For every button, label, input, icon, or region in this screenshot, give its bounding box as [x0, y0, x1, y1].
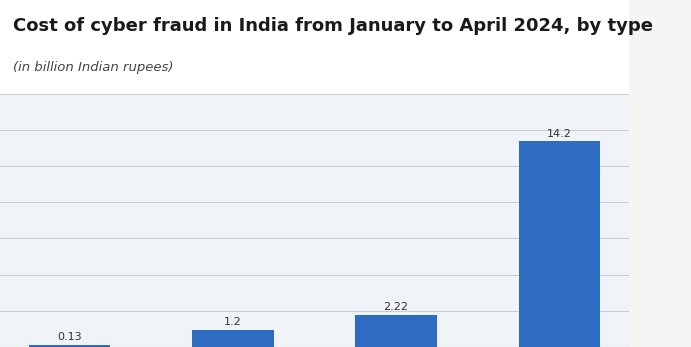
Bar: [192, 330, 274, 347]
Text: Cost of cyber fraud in India from January to April 2024, by type: Cost of cyber fraud in India from Januar…: [12, 17, 652, 35]
Text: (in billion Indian rupees): (in billion Indian rupees): [12, 61, 173, 74]
Text: 1.2: 1.2: [224, 317, 242, 327]
Text: 2.22: 2.22: [384, 302, 408, 312]
Bar: [518, 142, 600, 347]
Text: 0.13: 0.13: [57, 332, 82, 342]
Bar: [28, 345, 111, 347]
Bar: [355, 315, 437, 347]
Text: 14.2: 14.2: [547, 128, 572, 138]
